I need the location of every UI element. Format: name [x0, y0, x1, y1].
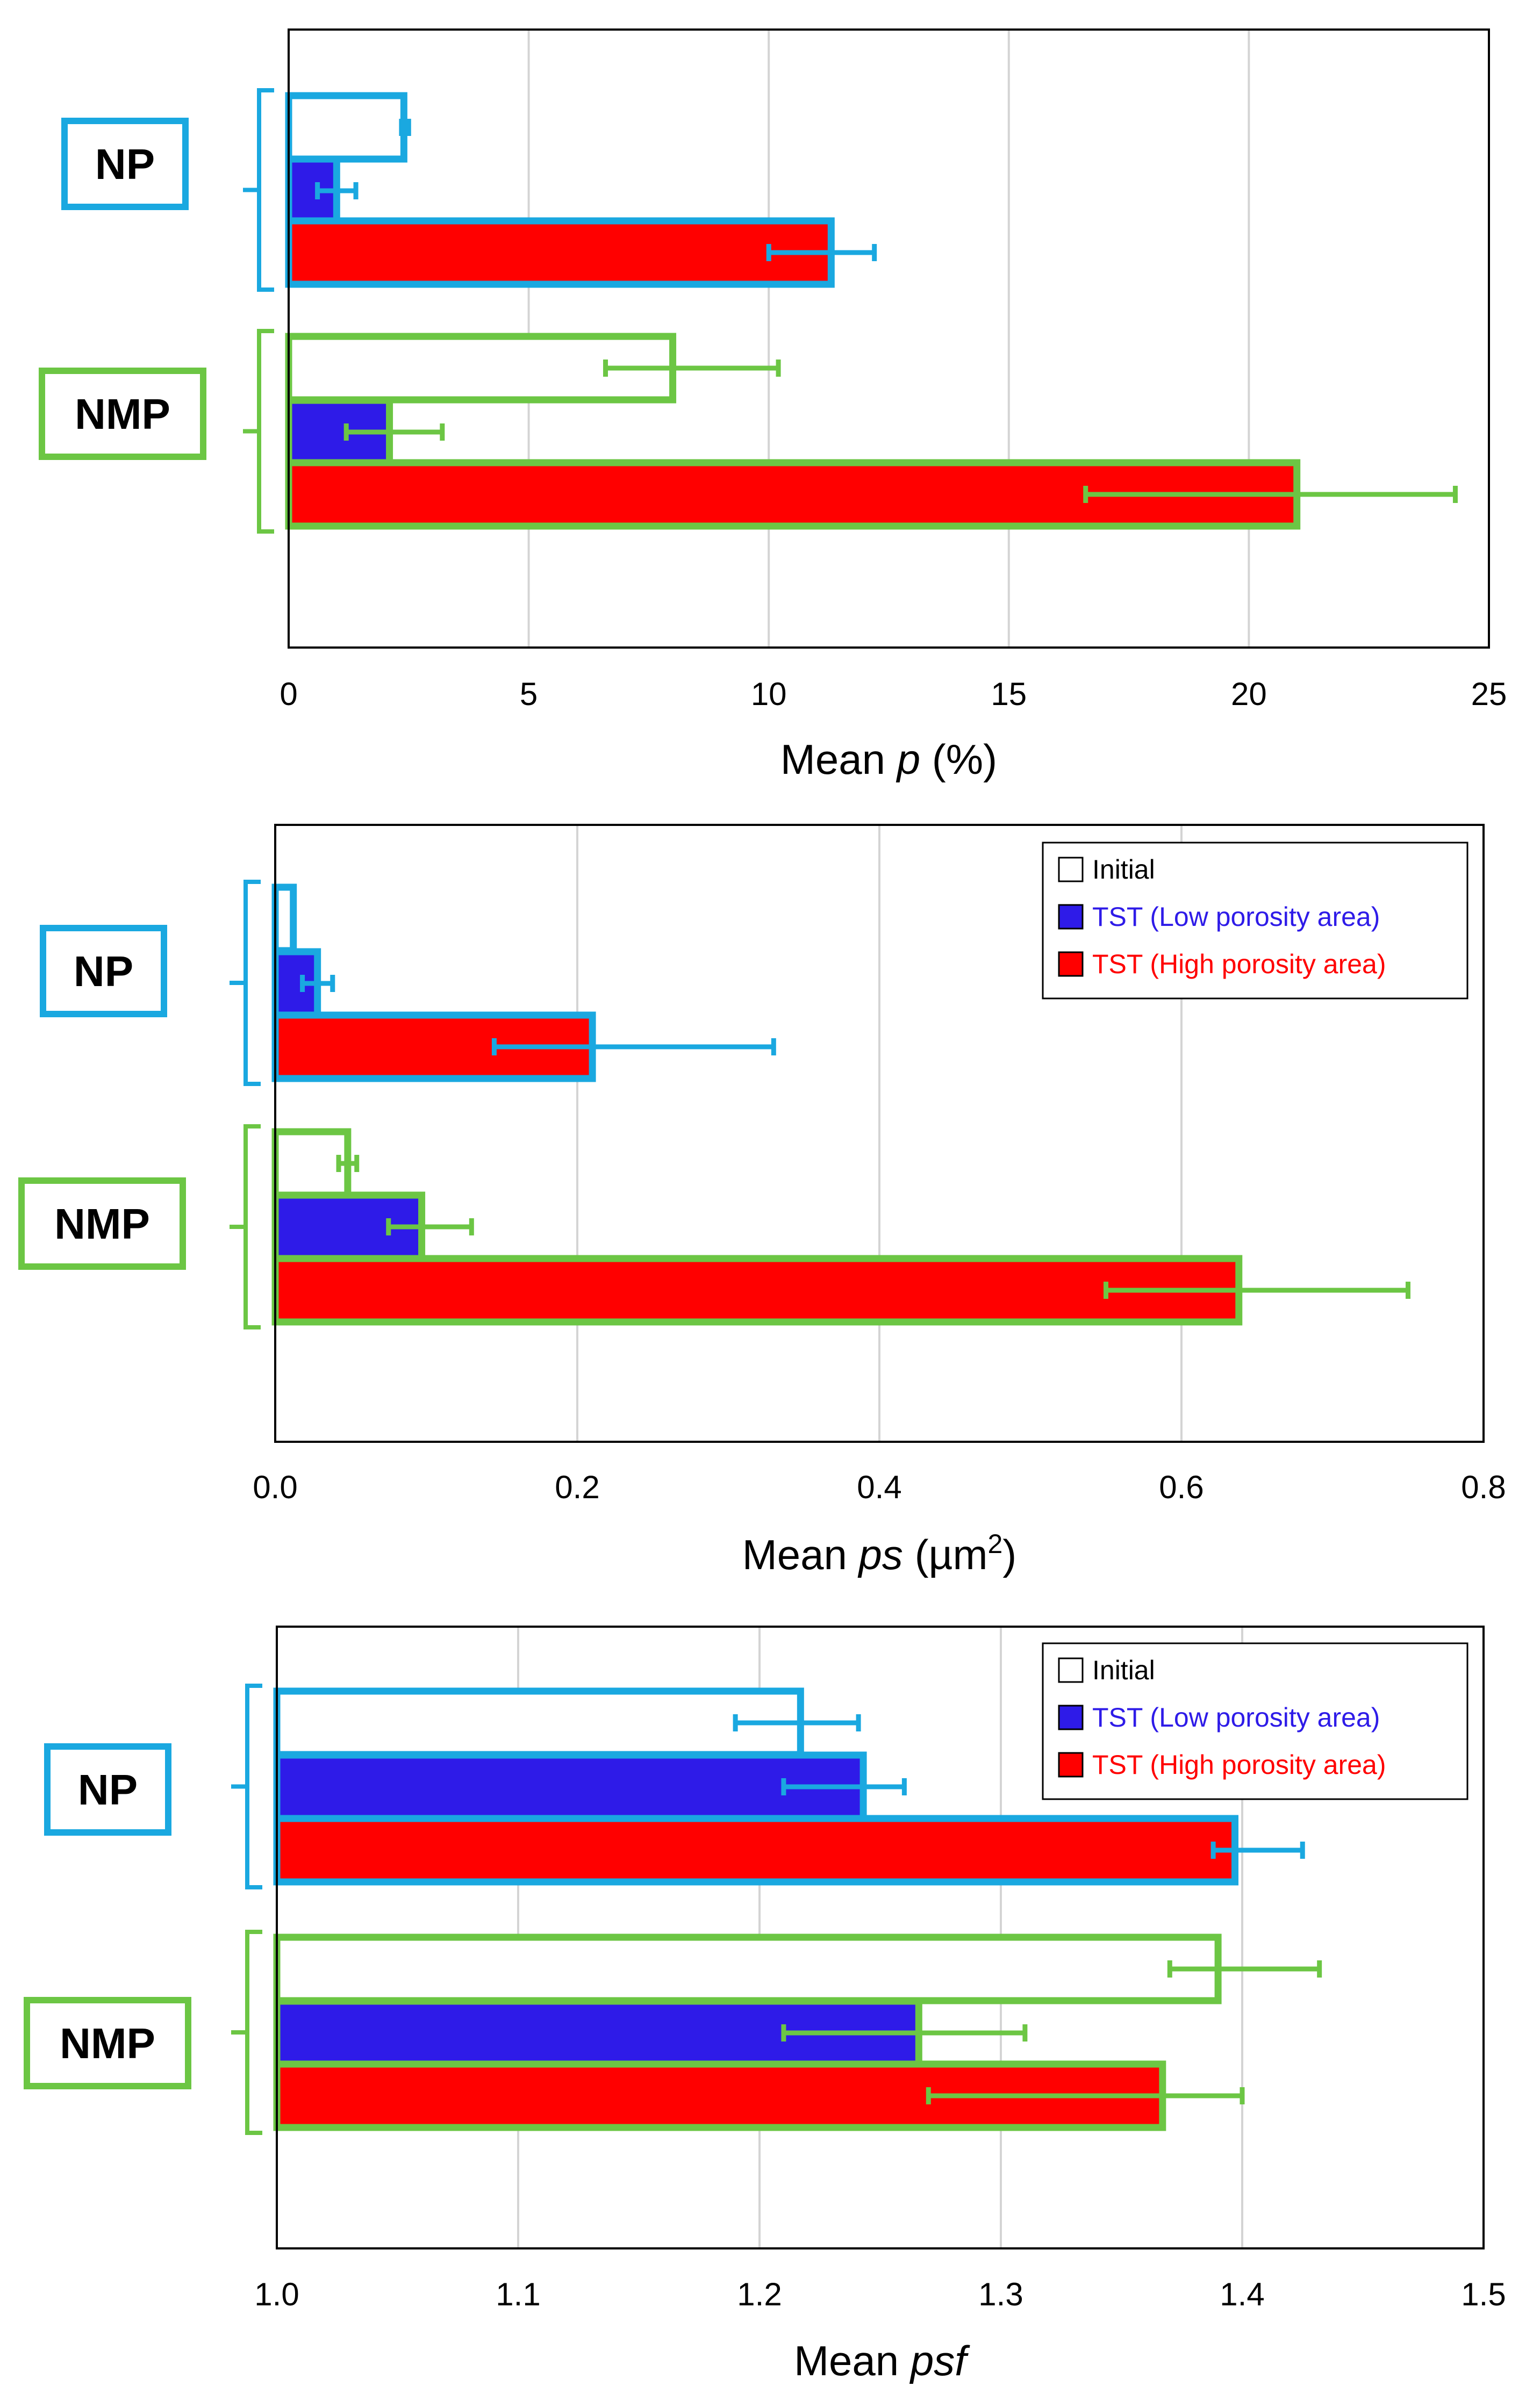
x-axis-title-prefix: Mean: [794, 2337, 911, 2384]
error-bar: [386, 1218, 474, 1235]
x-tick-label: 1.2: [737, 2276, 782, 2312]
legend-swatch-2: [1058, 1705, 1084, 1730]
legend-swatch-3: [1058, 951, 1084, 977]
group-label-box-np: [44, 1743, 171, 1836]
group-label-np: NP: [78, 1766, 138, 1814]
group-bracket-np: [231, 1684, 262, 1889]
legend-swatch-1: [1058, 857, 1084, 882]
x-tick-label: 0.6: [1159, 1469, 1204, 1505]
x-axis-title-prefix: Mean: [780, 736, 897, 783]
legend-swatch-1: [1058, 1657, 1084, 1683]
x-tick-label: 0: [280, 676, 297, 712]
bar-np-1: [271, 883, 297, 954]
x-tick-label: 25: [1471, 676, 1507, 712]
x-tick-label: 1.0: [254, 2276, 299, 2312]
x-axis-title-superscript: 2: [987, 1529, 1002, 1559]
bar-np-3: [273, 1815, 1239, 1886]
bar-nmp-3: [273, 2060, 1166, 2131]
plot-frame: [276, 1626, 1485, 2249]
x-axis-title-end: ): [1002, 1531, 1016, 1578]
x-tick-label: 1.1: [496, 2276, 540, 2312]
error-bar: [1104, 1282, 1410, 1299]
legend-frame: [1042, 842, 1468, 1000]
group-label-box-np: [40, 925, 167, 1017]
bar-nmp-1: [273, 1933, 1222, 2004]
group-label-np: NP: [74, 947, 133, 995]
bar-np-1: [273, 1687, 804, 1758]
x-tick-label: 1.3: [978, 2276, 1023, 2312]
x-tick-label: 0.4: [857, 1469, 901, 1505]
chart-panel-2: NP NMP 0.0 0.2 0.4 0.6 0.8 Mean ps (µm2) Initial…: [18, 824, 1506, 1578]
group-bracket-np: [230, 880, 261, 1086]
plot-frame: [274, 824, 1485, 1443]
error-bar: [926, 2087, 1245, 2104]
legend: Initial TST (Low porosity area) TST (High …: [1042, 842, 1468, 1000]
group-label-nmp: NMP: [54, 1200, 150, 1248]
group-label-np: NP: [95, 140, 155, 188]
plot-frame: [288, 28, 1490, 649]
group-label-nmp: NMP: [75, 390, 170, 438]
error-bar: [733, 1714, 861, 1731]
bar-np-2: [273, 1751, 867, 1822]
legend-label-3: TST (High porosity area): [1092, 1750, 1386, 1780]
group-label-nmp: NMP: [60, 2019, 155, 2067]
group-label-box-nmp: [39, 368, 206, 460]
error-bar: [781, 1778, 907, 1795]
x-axis-title: Mean p (%): [780, 736, 997, 783]
error-bar: [300, 975, 335, 992]
error-bar: [336, 1155, 360, 1172]
x-axis-title-suffix: (%): [920, 736, 997, 783]
legend-label-1: Initial: [1092, 1655, 1155, 1685]
legend-label-2: TST (Low porosity area): [1092, 902, 1380, 932]
legend-label-1: Initial: [1092, 854, 1155, 885]
group-bracket-nmp: [231, 1930, 262, 2135]
chart-panel-3: NP NMP 1.0 1.1 1.2 1.3 1.4 1.5 Mean psf Initial TS…: [24, 1626, 1506, 2384]
x-tick-label: 0.0: [253, 1469, 297, 1505]
x-axis-title-variable: ps: [858, 1531, 903, 1578]
x-tick-label: 0.2: [555, 1469, 599, 1505]
x-tick-label: 1.5: [1461, 2276, 1506, 2312]
bar-np-3: [285, 217, 835, 288]
error-bar: [1083, 486, 1458, 503]
x-axis-title: Mean psf: [794, 2337, 970, 2384]
group-bracket-np: [243, 88, 274, 292]
group-bracket-nmp: [243, 329, 274, 534]
error-bar: [766, 244, 877, 261]
x-axis-title-suffix: (µm: [903, 1531, 988, 1578]
error-bar: [1167, 1960, 1322, 1978]
bar-nmp-3: [271, 1255, 1243, 1326]
error-bar: [781, 2024, 1028, 2042]
x-tick-label: 10: [751, 676, 787, 712]
x-axis-title: Mean ps (µm2): [742, 1529, 1017, 1578]
error-bar: [603, 360, 781, 377]
legend-swatch-2: [1058, 904, 1084, 930]
x-tick-label: 20: [1231, 676, 1267, 712]
error-bar: [399, 119, 411, 136]
error-bar: [315, 182, 359, 199]
group-label-box-nmp: [24, 1997, 191, 2089]
error-bar: [1210, 1842, 1305, 1859]
legend-swatch-3: [1058, 1752, 1084, 1778]
x-tick-label: 0.8: [1461, 1469, 1506, 1505]
x-axis-title-variable: psf: [909, 2337, 970, 2384]
x-tick-label: 1.4: [1220, 2276, 1264, 2312]
error-bar: [343, 423, 445, 441]
x-axis-title-prefix: Mean: [742, 1531, 859, 1578]
legend-label-2: TST (Low porosity area): [1092, 1702, 1380, 1733]
group-label-box-np: [61, 118, 189, 210]
x-axis-title-variable: p: [896, 736, 920, 783]
group-bracket-nmp: [230, 1124, 261, 1329]
legend: Initial TST (Low porosity area) TST (High …: [1042, 1642, 1468, 1800]
legend-frame: [1042, 1642, 1468, 1800]
bar-np-1: [285, 92, 407, 163]
chart-panel-1: NP NMP 0 5 10 15 20 25 Mean p (%): [39, 28, 1507, 783]
legend-label-3: TST (High porosity area): [1092, 949, 1386, 979]
x-tick-label: 5: [520, 676, 538, 712]
group-label-box-nmp: [18, 1177, 186, 1270]
error-bar: [491, 1038, 776, 1055]
x-tick-label: 15: [991, 676, 1027, 712]
